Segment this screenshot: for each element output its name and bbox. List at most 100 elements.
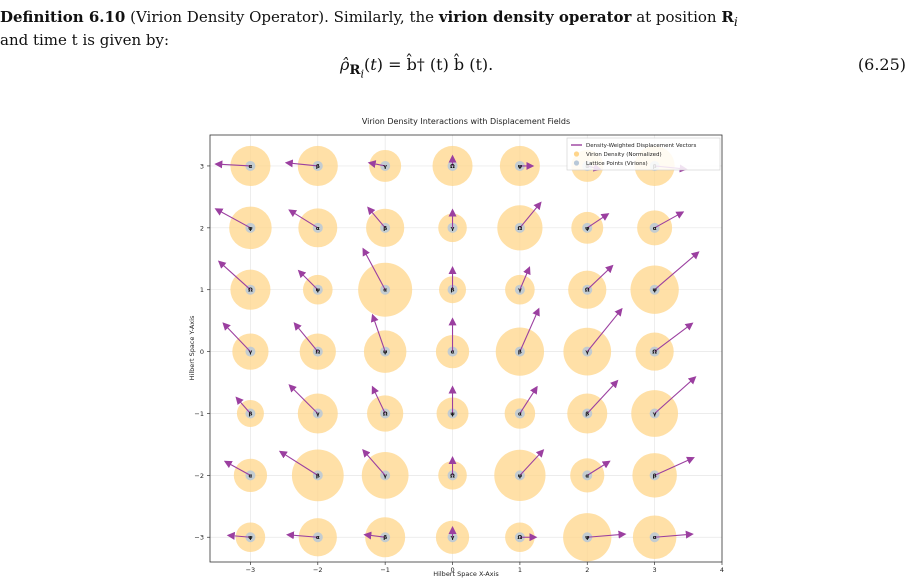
displacement-vector [586, 264, 614, 291]
virion-label: γ [249, 350, 253, 356]
displacement-vector [214, 208, 251, 229]
virion-label: γ [451, 226, 455, 232]
virion-label: Ω [315, 350, 320, 356]
virion-label: γ [451, 535, 455, 541]
virion-label: α [653, 226, 657, 232]
displacement-vector [288, 384, 319, 414]
x-tick-label: −3 [246, 566, 256, 574]
virion-label: Ω [518, 535, 523, 541]
virion-label: α [249, 164, 253, 170]
virion-label: ψ [518, 473, 522, 479]
legend-label: Density-Weighted Displacement Vectors [586, 143, 696, 149]
displacement-vector [654, 322, 694, 353]
virion-label: Ω [585, 288, 590, 294]
displacement-vector [519, 266, 531, 290]
y-tick-label: 2 [200, 224, 204, 232]
displacement-vector [519, 201, 542, 229]
displacement-vector [293, 322, 319, 352]
x-tick-label: 0 [450, 566, 454, 574]
virion-label: ψ [316, 288, 320, 294]
displacement-vector [519, 307, 540, 352]
displacement-vector [214, 160, 251, 169]
x-tick-label: 3 [653, 566, 657, 574]
virion-label: Ω [450, 473, 455, 479]
y-tick-label: 1 [200, 286, 204, 294]
displacement-vector [654, 211, 685, 229]
displacement-vector [367, 160, 386, 168]
displacement-vector [586, 213, 610, 229]
equation: ρ̂Ri(t) = b̂† (t) b̂ (t). (6.25) [0, 55, 910, 81]
virion-label: α [451, 350, 455, 356]
displacement-vector [371, 385, 386, 414]
displacement-vector [370, 313, 386, 352]
legend-label: Lattice Points (Virions) [586, 161, 648, 167]
equation-lhs: ρ̂ [340, 55, 350, 74]
displacement-vector [362, 449, 386, 476]
displacement-vector [654, 376, 697, 414]
virion-label: Ω [248, 288, 253, 294]
virion-label: β [316, 164, 320, 170]
x-tick-label: −2 [313, 566, 323, 574]
displacement-vector [586, 307, 623, 352]
virion-label: Ω [518, 226, 523, 232]
x-tick-label: 2 [585, 566, 589, 574]
displacement-vector [217, 260, 251, 291]
virion-label: γ [518, 288, 522, 294]
virion-label: ψ [450, 411, 454, 417]
definition-text-before: Similarly, the [333, 8, 435, 26]
y-tick-label: −2 [194, 472, 204, 480]
virion-label: α [518, 411, 522, 417]
virion-label: ψ [248, 226, 252, 232]
virion-label: ψ [248, 535, 252, 541]
position-subscript: i [733, 14, 738, 29]
displacement-vector [226, 531, 251, 540]
virion-label: α [249, 473, 253, 479]
displacement-vector [654, 251, 700, 291]
definition-text: Definition 6.10 (Virion Density Operator… [0, 8, 910, 49]
displacement-vector [286, 531, 318, 540]
virion-label: β [248, 411, 252, 417]
virion-label: β [653, 473, 657, 479]
position-symbol: R [721, 8, 734, 26]
displacement-vector [362, 247, 386, 290]
equation-number: (6.25) [857, 55, 906, 74]
virion-label: Ω [450, 164, 455, 170]
virion-label: ψ [383, 350, 387, 356]
virion-label: α [383, 288, 387, 294]
definition-term: virion density operator [438, 8, 632, 26]
virion-label: β [383, 535, 387, 541]
x-tick-label: 4 [720, 566, 724, 574]
virion-label: β [451, 288, 455, 294]
definition-line2: and time t is given by: [0, 31, 170, 49]
legend-label: Virion Density (Normalized) [586, 152, 662, 158]
displacement-vector [586, 379, 619, 414]
y-tick-label: −3 [194, 534, 204, 542]
virion-label: α [653, 535, 657, 541]
y-tick-label: 3 [200, 162, 204, 170]
x-axis-label: Hilbert Space X-Axis [433, 570, 499, 578]
virion-label: α [316, 226, 320, 232]
y-tick-label: −1 [194, 410, 204, 418]
virion-label: γ [653, 411, 657, 417]
equation-body: ρ̂Ri(t) = b̂† (t) b̂ (t). [340, 55, 494, 81]
displacement-vector [519, 385, 538, 414]
equation-rhs: b̂† (t) b̂ (t). [406, 55, 494, 74]
displacement-vector [297, 269, 319, 291]
virion-label: β [383, 226, 387, 232]
displacement-vector [288, 209, 319, 229]
legend-density-swatch [573, 151, 580, 157]
y-tick-label: 0 [200, 348, 204, 356]
virion-label: γ [383, 473, 387, 479]
y-axis-label: Hilbert Space Y-Axis [188, 315, 196, 380]
virion-label: γ [383, 164, 387, 170]
virion-label: γ [316, 411, 320, 417]
legend-box [566, 137, 721, 171]
displacement-vector [222, 322, 251, 352]
plot-frame [209, 134, 723, 563]
virion-label: β [585, 411, 589, 417]
displacement-vector [223, 460, 251, 476]
virion-label: ψ [585, 226, 589, 232]
virion-label: α [316, 535, 320, 541]
definition-name: (Virion Density Operator). [130, 8, 329, 26]
legend-lattice-swatch [573, 160, 580, 166]
